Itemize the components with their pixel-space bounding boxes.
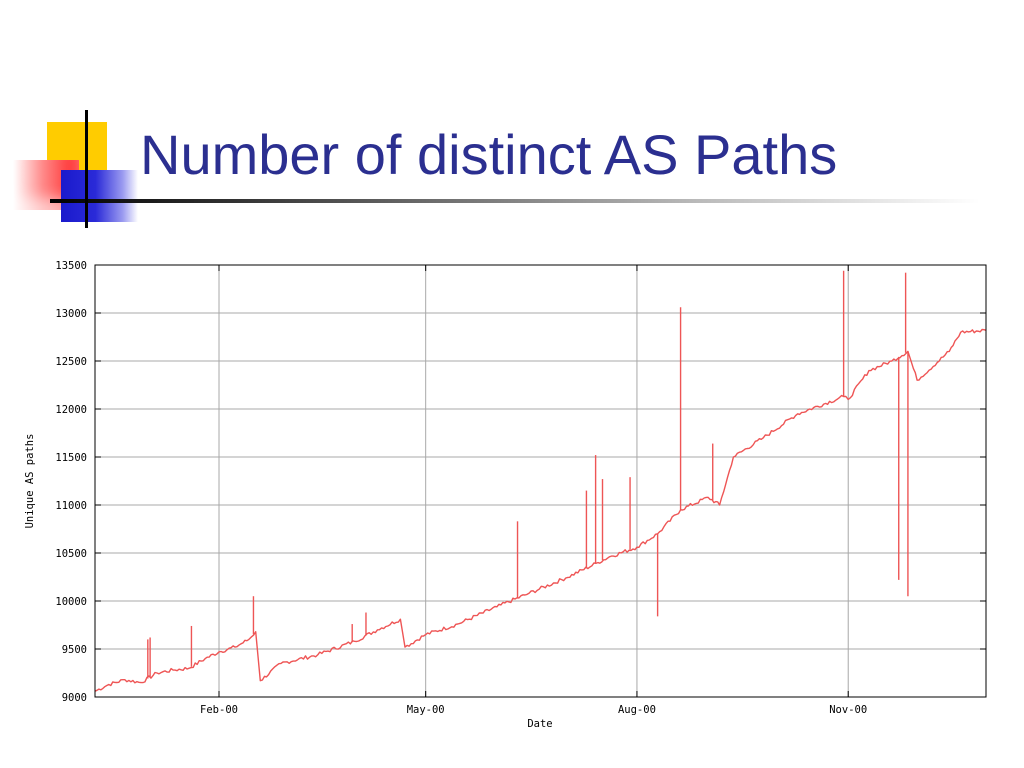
y-axis-label: Unique AS paths — [24, 434, 36, 529]
y-tick-label: 10500 — [55, 548, 87, 560]
series-line — [94, 328, 987, 692]
decor-vertical-rule — [85, 110, 88, 228]
decor-horizontal-rule — [50, 199, 980, 203]
x-tick-label: Nov-00 — [829, 704, 867, 716]
chart-series-group — [94, 270, 987, 692]
x-tick-label: Feb-00 — [200, 704, 238, 716]
y-tick-label: 9000 — [62, 692, 87, 704]
y-tick-label: 11500 — [55, 452, 87, 464]
y-tick-label: 13500 — [55, 260, 87, 272]
y-tick-label: 13000 — [55, 308, 87, 320]
x-tick-label: May-00 — [407, 704, 445, 716]
decor-blue-square — [61, 170, 138, 222]
y-tick-label: 9500 — [62, 644, 87, 656]
chart-grid — [95, 265, 986, 697]
line-chart: 9000 9500 10000 10500 11000 11500 12000 12500 13… — [24, 260, 987, 730]
slide-title: Number of distinct AS Paths — [140, 123, 838, 186]
y-tick-label: 12000 — [55, 404, 87, 416]
x-tick-label: Aug-00 — [618, 704, 656, 716]
y-tick-label: 11000 — [55, 500, 87, 512]
y-tick-label: 12500 — [55, 356, 87, 368]
plot-frame — [94, 264, 987, 698]
x-axis-label: Date — [527, 718, 552, 730]
chart-axes: 9000 9500 10000 10500 11000 11500 12000 12500 13… — [55, 260, 986, 716]
y-tick-label: 10000 — [55, 596, 87, 608]
